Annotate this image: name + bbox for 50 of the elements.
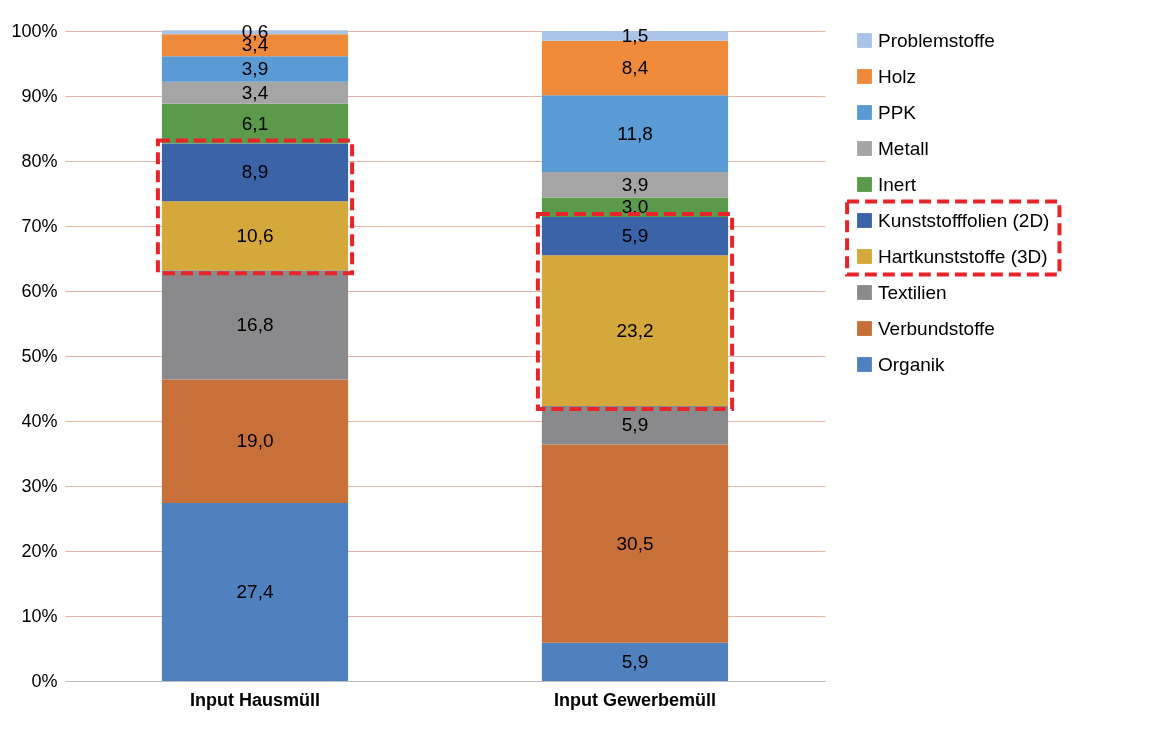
- y-tick-label: 0%: [31, 670, 58, 691]
- data-label: 1,5: [621, 24, 649, 46]
- data-label: 8,4: [621, 57, 649, 79]
- bar: [541, 406, 729, 445]
- data-label: 3,9: [621, 173, 649, 195]
- bar: [541, 172, 729, 198]
- data-label: 5,9: [621, 225, 649, 247]
- y-tick-label: 60%: [21, 280, 58, 301]
- legend-label: PPK: [878, 101, 917, 123]
- data-label: 3,9: [241, 58, 269, 80]
- y-tick-label: 20%: [21, 540, 58, 561]
- data-label: 3,4: [241, 81, 269, 103]
- legend-label: Textilien: [878, 281, 947, 303]
- data-label: 10,6: [236, 224, 274, 246]
- bar: [541, 95, 729, 173]
- y-tick-label: 50%: [21, 345, 58, 366]
- bar: [161, 81, 349, 104]
- data-label: 27,4: [236, 580, 274, 602]
- x-tick-label: Input Gewerbemüll: [553, 689, 717, 710]
- legend-label: Problemstoffe: [878, 29, 995, 51]
- data-label: 19,0: [236, 430, 274, 452]
- y-tick-label: 70%: [21, 215, 58, 236]
- y-tick-label: 30%: [21, 475, 58, 496]
- data-label: 6,1: [241, 112, 269, 134]
- bar: [541, 444, 729, 643]
- data-label: 30,5: [616, 532, 654, 554]
- bar: [541, 642, 729, 681]
- legend-label: Holz: [878, 65, 917, 87]
- y-tick-label: 100%: [11, 20, 58, 41]
- data-label: 5,9: [621, 650, 649, 672]
- data-label: 16,8: [236, 313, 274, 335]
- y-tick-label: 10%: [21, 605, 58, 626]
- y-tick-label: 80%: [21, 150, 58, 171]
- x-tick-label: Input Hausmüll: [190, 689, 320, 710]
- data-label: 5,9: [621, 414, 649, 436]
- legend-label: Inert: [878, 173, 917, 195]
- legend-label: Metall: [878, 137, 929, 159]
- legend-label: Organik: [878, 353, 946, 375]
- y-tick-label: 90%: [21, 85, 58, 106]
- bar: [541, 216, 729, 256]
- bar: [161, 502, 349, 681]
- legend-label: Hartkunststoffe (3D): [878, 245, 1048, 267]
- legend-label: Verbundstoffe: [878, 317, 995, 339]
- bar: [161, 56, 349, 82]
- data-label: 11,8: [617, 122, 653, 144]
- bar: [161, 379, 349, 503]
- legend-label: Kunststofffolien (2D): [878, 209, 1050, 231]
- data-label: 8,9: [241, 161, 269, 183]
- data-label: 23,2: [616, 319, 654, 341]
- y-tick-label: 40%: [21, 410, 58, 431]
